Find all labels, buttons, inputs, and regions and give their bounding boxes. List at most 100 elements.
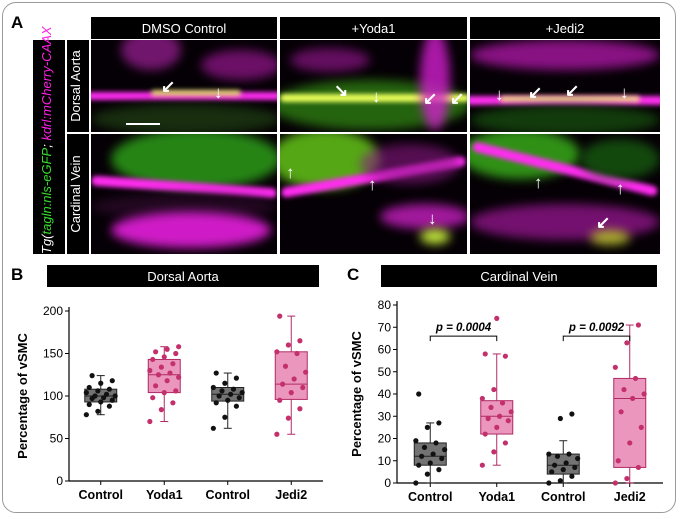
p-value-label: p = 0.0092 [568, 322, 625, 334]
data-point [635, 322, 641, 328]
data-point [436, 420, 442, 426]
data-point [303, 369, 309, 375]
data-point [173, 388, 179, 394]
data-point [150, 356, 156, 363]
data-point [210, 384, 216, 391]
y-tick-label: 0 [56, 474, 63, 488]
data-point [624, 340, 630, 346]
data-point [566, 451, 572, 457]
data-point [147, 367, 153, 374]
data-point [167, 370, 173, 376]
y-tick-label: 150 [43, 347, 63, 361]
data-point [413, 438, 419, 444]
data-point [479, 395, 485, 402]
data-point [233, 403, 239, 409]
data-point [502, 440, 508, 446]
x-tick-label: Control [408, 490, 452, 504]
data-point [300, 384, 306, 391]
y-tick-label: 0 [384, 476, 391, 490]
data-point [442, 447, 448, 453]
data-point [560, 467, 566, 473]
data-point [176, 374, 182, 380]
chart-dorsal-aorta: 0 50 100 150 200 Percentage of vSMC Control Yod… [15, 304, 323, 502]
data-point [482, 351, 488, 357]
data-point [170, 361, 176, 367]
data-point [98, 399, 104, 405]
data-point [546, 480, 552, 486]
data-point [439, 455, 445, 462]
data-point [479, 462, 485, 468]
data-point [285, 415, 291, 421]
data-point [274, 349, 280, 355]
y-axis-label: Percentage of vSMC [349, 331, 364, 457]
significance-bracket [429, 335, 498, 342]
data-point [508, 409, 514, 415]
data-point [627, 440, 633, 446]
data-point [83, 412, 89, 418]
y-tick-label: 80 [378, 298, 392, 312]
data-point [219, 388, 225, 394]
y-tick-label: 30 [378, 409, 392, 423]
data-point [624, 475, 630, 482]
data-point [216, 393, 222, 399]
data-point [213, 370, 219, 376]
arrow-icon: ↑ [616, 179, 625, 198]
x-tick-label: Control [79, 488, 123, 502]
y-tick-label: 70 [378, 320, 392, 334]
micrograph-yoda1-cardinal-vein: ↑ ↑ ↓ [280, 134, 467, 254]
data-point [153, 349, 159, 355]
data-point [416, 462, 422, 468]
data-point [419, 453, 425, 459]
scale-bar [126, 123, 160, 125]
data-point [155, 372, 162, 378]
arrow-icon: ↓ [428, 209, 437, 228]
data-point [491, 449, 497, 455]
transgene-label-bar: Tg(tagln:nls-eGFP; kdrl:mCherry-CAAX) [33, 22, 65, 254]
data-point [210, 425, 216, 431]
data-point [228, 391, 234, 397]
arrow-icon: ↓ [214, 83, 223, 102]
row-label-bar-dorsal-aorta: Dorsal Aorta [67, 40, 89, 132]
data-point [92, 393, 98, 399]
data-point [497, 413, 503, 419]
data-point [297, 406, 303, 412]
arrow-icon: ↙ [565, 81, 580, 100]
data-point [488, 404, 494, 410]
y-tick-label: 50 [378, 365, 392, 379]
data-point [424, 471, 430, 477]
data-point [230, 386, 237, 392]
data-point [494, 424, 500, 430]
data-point [83, 390, 89, 396]
chart-title-dorsal-aorta: Dorsal Aorta [47, 265, 319, 287]
micrograph-dmso-cardinal-vein [91, 134, 277, 254]
data-point [491, 386, 497, 393]
data-point [621, 386, 627, 393]
box [147, 358, 181, 394]
transgene-label: Tg(tagln:nls-eGFP; kdrl:mCherry-CAAX) [39, 22, 54, 254]
data-point [554, 453, 561, 459]
x-tick-label: Control [206, 488, 250, 502]
data-point [164, 346, 170, 352]
data-point [557, 415, 563, 422]
arrow-icon: ↑ [368, 175, 377, 194]
data-point [213, 400, 219, 406]
data-point [430, 451, 436, 457]
arrow-icon: ↙ [450, 89, 465, 108]
x-tick-label: Yoda1 [146, 488, 183, 502]
data-point [612, 364, 618, 370]
column-header-dmso: DMSO Control [91, 17, 277, 39]
data-point [103, 391, 110, 397]
data-point [424, 424, 430, 430]
data-point [158, 364, 164, 370]
arrow-icon: ↙ [528, 83, 543, 102]
data-point [635, 464, 641, 471]
data-point [294, 350, 300, 357]
arrow-icon: ↙ [161, 77, 176, 96]
micrograph-jedi2-cardinal-vein: ↑ ↑ ↙ [470, 134, 660, 254]
data-point [549, 469, 555, 475]
data-point [225, 397, 231, 403]
arrow-icon: ↓ [372, 87, 381, 106]
data-point [421, 444, 428, 450]
data-point [427, 460, 433, 466]
